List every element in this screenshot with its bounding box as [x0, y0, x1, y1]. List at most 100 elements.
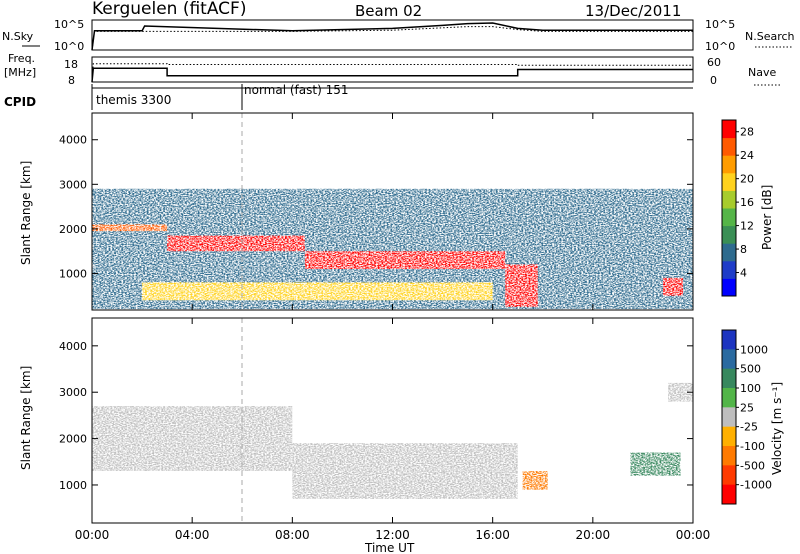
time-tick-label-2: 08:00 — [275, 528, 310, 542]
velocity-colorbar-swatch-5 — [722, 426, 736, 447]
time-axis-label: Time UT — [364, 541, 415, 554]
time-tick-label-4: 16:00 — [475, 528, 510, 542]
heatmap-band-2 — [92, 224, 168, 232]
nsearch-right-label: N.Search — [745, 30, 795, 43]
time-tick-label-0: 00:00 — [75, 528, 110, 542]
nsky-series-line — [91, 22, 693, 51]
power-colorbar-swatch-1 — [722, 260, 736, 279]
cpid-mode-2: normal (fast) 151 — [244, 83, 348, 97]
time-axis-ticks: 00:00 04:00 08:00 12:00 16:00 20:00 00:00 — [75, 113, 711, 542]
velocity-colorbar-swatch-7 — [722, 465, 736, 486]
heatmap-band-4 — [663, 277, 683, 296]
power-colorbar-swatch-3 — [722, 225, 736, 244]
nsky-panel: N.Sky 10^5 10^0 10^5 10^0 N.Search — [2, 18, 795, 53]
range-tick-label-0: 1000 — [59, 267, 87, 280]
range-tick-label-1: 2000 — [59, 223, 87, 236]
power-colorbar-tick-1: 8 — [740, 243, 747, 256]
power-colorbar-swatch-6 — [722, 172, 736, 191]
power-panel: 1000 2000 3000 4000 Slant Range [km] — [19, 112, 694, 311]
range-tick-label-3: 4000 — [59, 134, 87, 147]
power-colorbar: 4 8 12 16 20 24 28 — [721, 119, 754, 297]
power-colorbar-tick-2: 12 — [740, 220, 754, 233]
freq-label-line1: Freq. — [8, 52, 35, 65]
time-tick-label-3: 12:00 — [375, 528, 410, 542]
heatmap-band-2 — [668, 382, 693, 402]
freq-left-tick-top: 18 — [64, 58, 78, 71]
velocity-colorbar-swatch-2 — [722, 368, 736, 389]
nsky-right-tick-top: 10^5 — [705, 18, 735, 31]
power-colorbar-swatch-2 — [722, 243, 736, 262]
power-colorbar-swatch-4 — [722, 208, 736, 227]
nsky-left-tick-top: 10^5 — [54, 18, 84, 31]
freq-left-tick-bottom: 8 — [68, 74, 75, 87]
range-tick-label-2: 3000 — [59, 386, 87, 399]
velocity-panel: 1000 2000 3000 4000 Slant Range [km] — [19, 317, 694, 524]
velocity-colorbar-label: Velocity [m s⁻¹] — [770, 382, 784, 475]
power-colorbar-swatch-0 — [722, 278, 736, 297]
range-tick-label-0: 1000 — [59, 479, 87, 492]
cpid-panel: CPID themis 3300 normal (fast) 151 — [4, 83, 693, 110]
time-tick-label-6: 00:00 — [676, 528, 711, 542]
range-tick-label-2: 3000 — [59, 178, 87, 191]
power-y-ticks: 1000 2000 3000 4000 — [59, 134, 693, 280]
heatmap-band-4 — [522, 471, 548, 490]
station-title: Kerguelen (fitACF) — [92, 0, 246, 19]
time-tick-label-5: 20:00 — [576, 528, 611, 542]
cpid-label: CPID — [4, 95, 36, 109]
nsky-left-label: N.Sky — [2, 30, 34, 43]
velocity-colorbar-swatch-3 — [722, 388, 736, 408]
power-y-axis-label: Slant Range [km] — [19, 161, 33, 265]
range-tick-label-3: 4000 — [59, 340, 87, 353]
velocity-colorbar-tick-4: -25 — [740, 421, 758, 434]
power-colorbar-swatch-9 — [722, 120, 736, 139]
nave-series-line — [91, 63, 693, 83]
date-title: 13/Dec/2011 — [585, 2, 681, 20]
power-colorbar-tick-6: 28 — [740, 126, 754, 139]
nsky-right-tick-bottom: 10^0 — [705, 40, 735, 53]
power-colorbar-swatch-7 — [722, 155, 736, 174]
velocity-colorbar-tick-6: -500 — [740, 459, 765, 472]
velocity-colorbar-tick-2: 100 — [740, 382, 761, 395]
cpid-mode-1: themis 3300 — [96, 93, 171, 107]
range-tick-label-1: 2000 — [59, 433, 87, 446]
beam-title: Beam 02 — [355, 2, 422, 20]
nave-right-tick-top: 60 — [707, 56, 721, 69]
velocity-colorbar-tick-0: 1000 — [740, 343, 768, 356]
nave-right-tick-bottom: 0 — [710, 74, 717, 87]
nsky-frame — [91, 19, 694, 51]
heatmap-band-3 — [630, 452, 681, 476]
heatmap-band-6 — [505, 264, 538, 307]
heatmap-band-0 — [92, 406, 293, 471]
freq-panel: Freq. [MHz] 18 8 60 0 Nave — [4, 52, 780, 87]
velocity-colorbar-swatch-1 — [722, 349, 736, 370]
velocity-heatmap-data — [92, 382, 693, 499]
velocity-colorbar-swatch-0 — [722, 330, 736, 350]
velocity-y-ticks: 1000 2000 3000 4000 — [59, 340, 693, 492]
freq-series-line — [91, 67, 693, 83]
velocity-colorbar-tick-3: 25 — [740, 401, 754, 414]
power-heatmap-data — [92, 188, 693, 310]
time-tick-label-1: 04:00 — [175, 528, 210, 542]
velocity-colorbar-swatch-6 — [722, 446, 736, 466]
velocity-colorbar-swatch-4 — [722, 407, 736, 428]
heatmap-band-1 — [142, 282, 493, 301]
velocity-y-axis-label: Slant Range [km] — [19, 366, 33, 470]
power-colorbar-swatch-8 — [722, 137, 736, 156]
nave-right-label: Nave — [748, 66, 776, 79]
velocity-colorbar-tick-1: 500 — [740, 363, 761, 376]
heatmap-band-5 — [304, 251, 506, 269]
velocity-colorbar: 1000 500 100 25 -25 -100 -500 -1000 — [721, 329, 772, 505]
velocity-colorbar-swatch-8 — [722, 484, 736, 505]
power-colorbar-swatch-5 — [722, 190, 736, 209]
heatmap-band-1 — [292, 443, 518, 499]
velocity-colorbar-tick-5: -100 — [740, 440, 765, 453]
power-colorbar-tick-5: 24 — [740, 149, 754, 162]
freq-label-line2: [MHz] — [4, 66, 36, 79]
heatmap-band-3 — [167, 235, 305, 252]
power-colorbar-tick-4: 20 — [740, 173, 754, 186]
nsky-left-tick-bottom: 10^0 — [54, 40, 84, 53]
power-colorbar-tick-3: 16 — [740, 196, 754, 209]
velocity-colorbar-tick-7: -1000 — [740, 479, 772, 492]
power-colorbar-tick-0: 4 — [740, 267, 747, 280]
